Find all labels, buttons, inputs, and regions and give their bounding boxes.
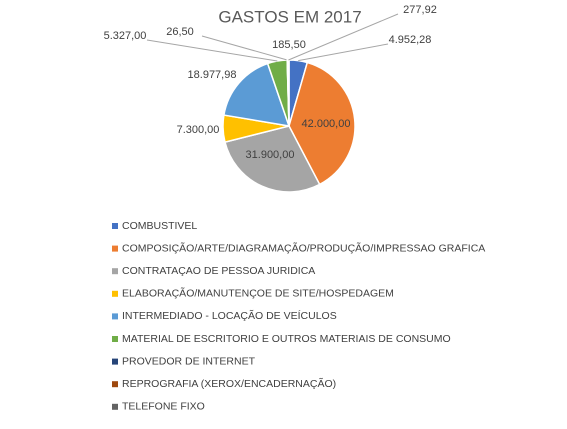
legend-label: COMPOSIÇÃO/ARTE/DIAGRAMAÇÃO/PRODUÇÃO/IMP… (122, 241, 485, 254)
legend-swatch (112, 336, 118, 342)
chart-title: GASTOS EM 2017 (218, 7, 361, 26)
data-label: 5.327,00 (104, 30, 147, 42)
pie-slice (224, 125, 321, 193)
legend-label: CONTRATAÇAO DE PESSOA JURIDICA (122, 265, 315, 277)
legend-label: PROVEDOR DE INTERNET (122, 355, 256, 367)
data-label: 185,50 (272, 39, 306, 51)
pie-slice (287, 59, 290, 127)
legend-label: TELEFONE FIXO (122, 401, 205, 413)
legend-swatch (112, 313, 118, 320)
legend-swatch (112, 290, 118, 297)
data-label: 4.952,28 (389, 34, 432, 46)
data-label: 42.000,00 (302, 118, 351, 130)
legend-swatch (112, 268, 118, 275)
legend-swatch (112, 381, 118, 388)
legend-swatch (112, 223, 118, 229)
legend-label: ELABORAÇÃO/MANUTENÇOE DE SITE/HOSPEDAGEM (122, 287, 394, 300)
data-label: 7.300,00 (177, 124, 220, 136)
legend-label: COMBUSTIVEL (122, 220, 197, 232)
legend-swatch (112, 245, 118, 252)
leader-line (146, 39, 278, 62)
leader-line (201, 35, 288, 61)
leader-line (288, 13, 399, 61)
legend-label: MATERIAL DE ESCRITORIO E OUTROS MATERIAI… (122, 333, 451, 345)
data-label: 26,50 (166, 26, 194, 38)
legend-swatch (112, 358, 118, 365)
legend-swatch (112, 403, 118, 410)
legend-label: INTERMEDIADO - LOCAÇÃO DE VEÍCULOS (122, 309, 337, 322)
data-label: 31.900,00 (246, 149, 295, 161)
legend-label: REPROGRAFIA (XEROX/ENCADERNAÇÃO) (122, 377, 336, 390)
data-label: 277,92 (403, 4, 437, 16)
pie-slice (288, 61, 356, 186)
leader-line (298, 43, 389, 62)
data-label: 18.977,98 (188, 69, 237, 81)
